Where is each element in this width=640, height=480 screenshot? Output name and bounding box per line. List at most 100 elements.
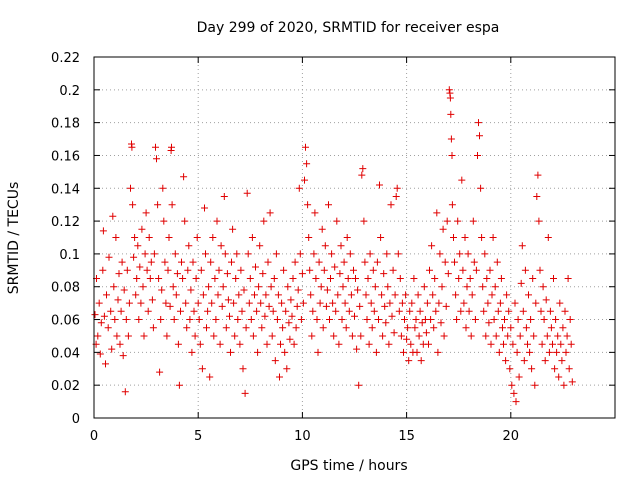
data-point <box>251 291 258 299</box>
data-point <box>400 348 407 356</box>
data-point <box>432 307 440 315</box>
data-point <box>146 275 154 282</box>
data-point <box>461 234 469 241</box>
data-point <box>240 286 248 294</box>
data-point <box>155 275 163 282</box>
data-point <box>99 227 107 235</box>
data-point <box>288 312 296 320</box>
data-point <box>325 201 332 209</box>
data-point <box>229 225 237 233</box>
data-point <box>292 324 300 332</box>
data-point <box>115 270 123 278</box>
data-point <box>452 291 460 299</box>
data-point <box>502 357 510 365</box>
data-point <box>320 266 328 274</box>
data-point <box>303 160 311 168</box>
data-point <box>462 324 470 332</box>
data-point <box>516 332 524 340</box>
data-point <box>165 234 173 241</box>
data-point <box>488 291 496 299</box>
data-point <box>282 307 290 315</box>
data-point <box>361 258 369 266</box>
data-point <box>267 283 275 291</box>
data-point <box>121 388 129 396</box>
data-point <box>347 291 355 299</box>
data-point <box>256 242 264 250</box>
data-point <box>120 286 128 294</box>
data-point <box>489 234 497 241</box>
data-point <box>135 316 143 323</box>
x-tick-label: 10 <box>294 429 311 444</box>
data-point <box>139 283 147 291</box>
data-point <box>193 234 201 241</box>
data-point <box>159 184 167 192</box>
data-point <box>111 316 119 323</box>
data-point <box>329 299 337 307</box>
x-axis-label: GPS time / hours <box>290 458 407 474</box>
data-point <box>471 316 479 323</box>
data-point <box>308 332 316 340</box>
data-point <box>95 299 103 307</box>
data-point <box>189 258 197 266</box>
data-point <box>179 275 187 282</box>
data-point <box>202 250 209 258</box>
data-point <box>259 270 267 278</box>
data-point <box>289 275 297 282</box>
data-point <box>453 316 461 323</box>
data-point <box>138 225 146 233</box>
data-point <box>231 332 239 340</box>
data-point <box>348 332 356 340</box>
data-point <box>545 348 553 356</box>
data-point <box>490 316 498 323</box>
data-point <box>248 234 256 241</box>
data-point <box>150 250 158 258</box>
data-point <box>224 296 232 304</box>
data-point <box>148 296 156 304</box>
data-point <box>212 316 220 323</box>
data-point <box>389 266 397 274</box>
data-point <box>403 335 411 343</box>
data-point <box>360 217 368 225</box>
data-point <box>134 242 142 250</box>
data-point <box>295 184 303 192</box>
data-point <box>375 316 382 323</box>
data-point <box>213 217 221 225</box>
y-tick-label: 0.14 <box>51 182 80 197</box>
data-point <box>363 316 371 323</box>
data-point <box>173 270 181 278</box>
data-point <box>323 286 331 294</box>
data-point <box>560 381 568 389</box>
data-point <box>144 307 152 315</box>
data-point <box>521 266 529 274</box>
data-point <box>326 316 333 323</box>
x-tick-label: 15 <box>398 429 415 444</box>
data-point <box>123 266 131 274</box>
data-point <box>269 307 277 315</box>
data-point <box>439 225 447 233</box>
data-point <box>192 275 200 282</box>
data-point <box>162 299 170 307</box>
data-point <box>395 307 403 315</box>
data-point <box>299 299 307 307</box>
data-point <box>172 291 180 299</box>
data-point <box>466 275 474 282</box>
data-point <box>187 286 195 294</box>
data-point <box>476 132 483 140</box>
data-point <box>491 283 499 291</box>
data-point <box>261 312 269 320</box>
data-point <box>447 135 455 143</box>
data-point <box>281 348 289 356</box>
data-point <box>445 86 453 94</box>
data-point <box>226 312 233 320</box>
data-point <box>287 296 295 304</box>
data-point <box>427 316 435 323</box>
data-point <box>544 234 552 241</box>
data-point <box>508 381 516 389</box>
data-point <box>332 307 340 315</box>
data-point <box>416 307 424 315</box>
data-point <box>475 119 482 127</box>
data-point <box>330 332 338 340</box>
data-point <box>279 324 287 332</box>
data-point <box>357 332 365 340</box>
